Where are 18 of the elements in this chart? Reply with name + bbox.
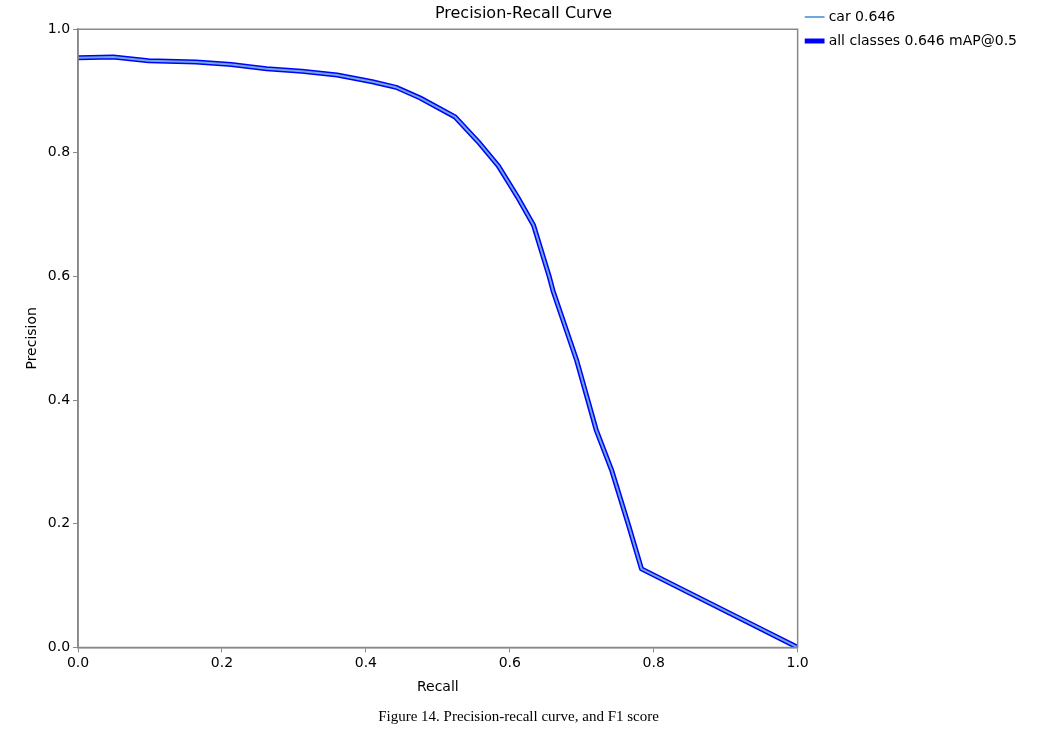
- y-axis-title: Precision: [23, 307, 40, 370]
- chart-title: Precision-Recall Curve: [434, 2, 613, 22]
- y-tick-label: 0.6: [47, 267, 71, 284]
- x-tick-label: 0.4: [354, 654, 378, 671]
- x-tick-label: 0.0: [66, 654, 90, 671]
- y-tick-label: 0.4: [47, 390, 71, 407]
- y-tick-label: 0.2: [47, 514, 71, 531]
- y-tick-label: 0.0: [47, 638, 71, 655]
- x-tick-label: 0.2: [210, 654, 234, 671]
- y-tick-label: 0.8: [47, 143, 71, 160]
- x-tick-label: 0.6: [498, 654, 522, 671]
- y-tick-label: 1.0: [47, 19, 71, 36]
- x-tick-label: 1.0: [786, 654, 809, 671]
- x-axis-title: Recall: [416, 678, 459, 695]
- caption: Figure 14. Precision-recall curve, and F1 score: [377, 708, 660, 725]
- legend-label: car 0.646: [828, 7, 896, 24]
- x-tick-label: 0.8: [642, 654, 665, 671]
- legend-label: all classes 0.646 mAP@0.5: [828, 31, 1017, 48]
